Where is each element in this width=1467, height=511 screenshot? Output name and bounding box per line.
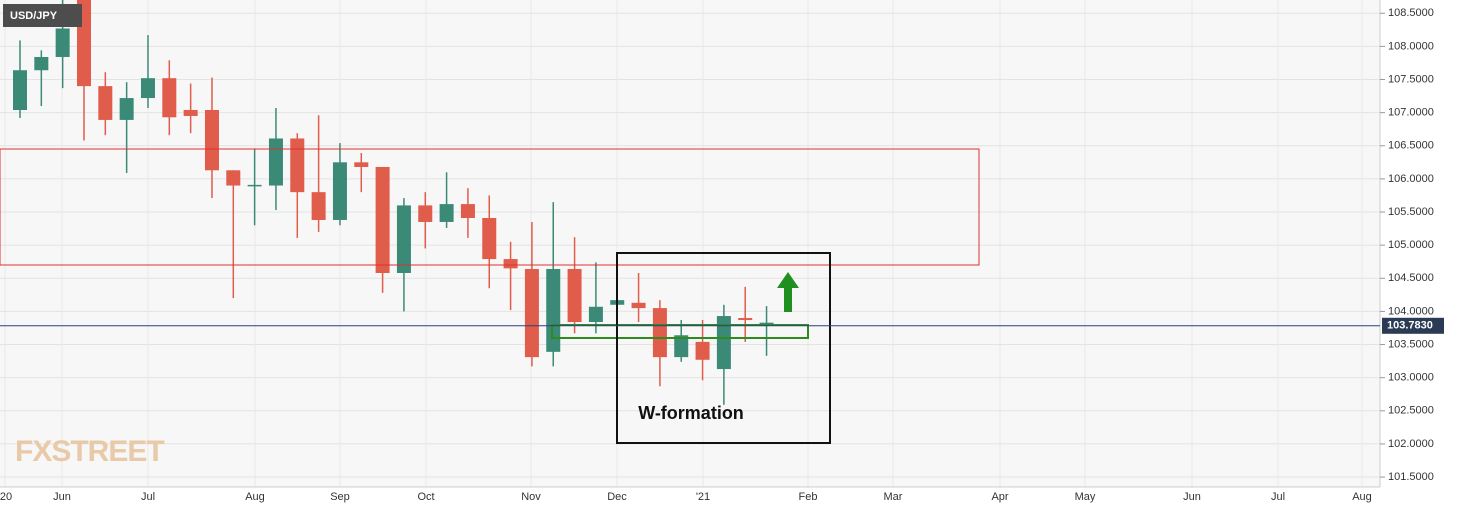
y-tick-label: 107.5000: [1388, 73, 1434, 85]
x-tick-label: Nov: [521, 491, 541, 503]
candle-body: [119, 98, 134, 120]
symbol: USD/JPY: [10, 10, 58, 22]
y-tick-label: 106.5000: [1388, 140, 1434, 152]
candle-body: [482, 217, 497, 260]
support-box: [551, 324, 809, 339]
candle-body: [631, 302, 646, 309]
y-tick-label: 105.0000: [1388, 239, 1434, 251]
y-tick-label: 104.5000: [1388, 272, 1434, 284]
x-tick-label: Aug: [245, 491, 265, 503]
x-tick-label: Jun: [53, 491, 71, 503]
candle-body: [652, 308, 667, 358]
candle-body: [759, 322, 774, 325]
candle-body: [204, 109, 219, 171]
candle-body: [375, 166, 390, 273]
last-price-label: 103.7830: [1387, 320, 1433, 332]
up-arrow: [777, 272, 799, 312]
candles: [13, 0, 774, 405]
candle-body: [268, 138, 283, 186]
candle-body: [183, 109, 198, 116]
y-tick-label: 102.0000: [1388, 438, 1434, 450]
x-tick-label: '20: [0, 491, 12, 503]
candle-body: [247, 184, 262, 187]
candle-body: [418, 205, 433, 222]
y-tick-label: 108.0000: [1388, 40, 1434, 52]
x-tick-label: Mar: [884, 491, 903, 503]
x-tick-label: Dec: [607, 491, 627, 503]
y-tick-label: 105.5000: [1388, 206, 1434, 218]
candle-body: [34, 56, 49, 71]
grid: [0, 0, 1380, 487]
x-tick-label: Jul: [141, 491, 155, 503]
candle-body: [13, 70, 27, 110]
plot-area: [0, 0, 1380, 487]
pattern-box: [616, 252, 831, 444]
candle-body: [332, 162, 347, 220]
x-tick-label: Jun: [1183, 491, 1201, 503]
candle-body: [546, 269, 561, 352]
candle-body: [695, 341, 710, 360]
candle-body: [524, 269, 539, 358]
y-tick-label: 107.0000: [1388, 107, 1434, 119]
y-tick-label: 104.0000: [1388, 305, 1434, 317]
y-tick-label: 106.0000: [1388, 173, 1434, 185]
candle-body: [290, 138, 305, 193]
candle-body: [567, 269, 582, 323]
resistance-zone: [0, 148, 980, 266]
candle-body: [674, 335, 689, 358]
y-tick-label: 108.5000: [1388, 7, 1434, 19]
candle-body: [162, 78, 177, 118]
candle-body: [140, 78, 155, 99]
annotation: W-formation: [638, 403, 744, 423]
x-tick-label: Jul: [1271, 491, 1285, 503]
candle-body: [311, 192, 326, 220]
candle-body: [226, 170, 241, 186]
y-tick-label: 103.5000: [1388, 338, 1434, 350]
candle-body: [588, 306, 603, 323]
candle-body: [98, 86, 113, 120]
last-price-tag: [1382, 317, 1444, 334]
candle-body: [503, 259, 518, 269]
x-tick-label: Apr: [991, 491, 1008, 503]
y-tick-label: 102.5000: [1388, 405, 1434, 417]
y-tick-label: 103.0000: [1388, 372, 1434, 384]
candle-body: [55, 28, 70, 57]
x-tick-label: '21: [696, 491, 710, 503]
x-tick-label: May: [1075, 491, 1096, 503]
x-tick-label: Feb: [799, 491, 818, 503]
candle-body: [460, 204, 475, 218]
candle-body: [439, 204, 454, 222]
candle-body: [396, 205, 411, 273]
x-tick-label: Oct: [417, 491, 434, 503]
x-tick-label: Sep: [330, 491, 350, 503]
candle-body: [354, 162, 369, 167]
watermark: FXSTREET: [15, 435, 164, 468]
x-tick-label: Aug: [1352, 491, 1372, 503]
candle-body: [738, 318, 753, 321]
y-tick-label: 101.5000: [1388, 471, 1434, 483]
candle-body: [716, 316, 731, 370]
symbol-box: [3, 4, 82, 27]
